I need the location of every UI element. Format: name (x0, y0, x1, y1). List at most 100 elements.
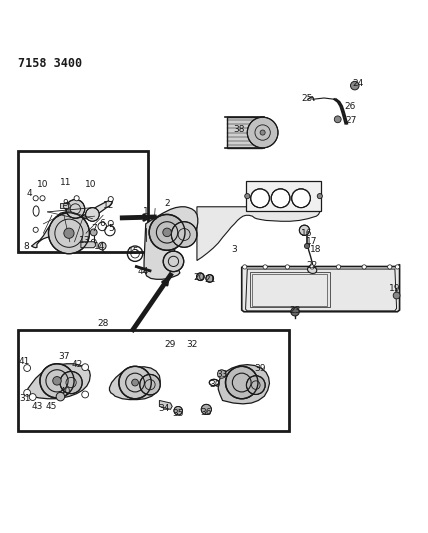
Circle shape (171, 222, 197, 247)
Circle shape (336, 265, 341, 269)
Text: 23: 23 (289, 306, 301, 316)
Circle shape (317, 193, 322, 199)
Circle shape (291, 189, 310, 208)
Text: 8: 8 (24, 241, 29, 251)
Circle shape (64, 228, 74, 238)
Text: 39: 39 (254, 365, 266, 374)
Ellipse shape (33, 206, 39, 216)
Circle shape (247, 117, 278, 148)
Circle shape (56, 392, 65, 401)
Circle shape (108, 197, 113, 201)
Circle shape (388, 265, 392, 269)
Text: 11: 11 (60, 179, 71, 188)
Circle shape (74, 196, 79, 201)
Text: 24: 24 (353, 78, 364, 87)
Circle shape (33, 196, 38, 201)
Circle shape (263, 265, 268, 269)
Circle shape (33, 227, 38, 232)
Text: 7: 7 (91, 224, 97, 233)
Circle shape (245, 193, 250, 199)
Circle shape (82, 391, 89, 398)
Ellipse shape (209, 379, 219, 386)
Text: 28: 28 (98, 319, 109, 328)
Text: 13: 13 (79, 237, 90, 245)
Text: 2: 2 (164, 199, 170, 208)
Polygon shape (31, 200, 113, 248)
Bar (246, 181, 321, 211)
Bar (18, 330, 288, 431)
Circle shape (40, 196, 45, 201)
Bar (253, 274, 327, 306)
Text: 31: 31 (20, 394, 31, 403)
Circle shape (82, 364, 89, 370)
Text: 40: 40 (60, 386, 71, 395)
Text: 18: 18 (310, 245, 321, 254)
Circle shape (334, 116, 341, 123)
Bar (250, 272, 330, 308)
Text: 42: 42 (72, 360, 83, 369)
Circle shape (393, 292, 400, 299)
Circle shape (243, 265, 247, 269)
Bar (227, 117, 262, 148)
Text: 37: 37 (58, 352, 70, 361)
Circle shape (217, 370, 226, 378)
Circle shape (226, 366, 258, 399)
Circle shape (90, 229, 97, 236)
Text: 29: 29 (165, 341, 176, 350)
Text: 10: 10 (86, 180, 97, 189)
Text: 34: 34 (158, 403, 169, 413)
Polygon shape (110, 367, 160, 400)
Circle shape (206, 274, 214, 282)
Text: 32: 32 (186, 341, 197, 350)
Text: 6: 6 (99, 220, 105, 228)
Text: 44: 44 (137, 267, 149, 276)
Circle shape (174, 407, 182, 415)
Circle shape (53, 377, 61, 385)
Circle shape (247, 376, 265, 394)
Text: 30: 30 (209, 379, 220, 389)
Text: 43: 43 (32, 402, 43, 411)
Text: 14: 14 (94, 241, 105, 251)
Circle shape (66, 199, 85, 219)
Circle shape (201, 405, 211, 415)
Circle shape (196, 273, 204, 280)
Text: 16: 16 (301, 229, 313, 238)
Text: 26: 26 (345, 102, 356, 111)
Text: 41: 41 (19, 357, 30, 366)
Circle shape (299, 225, 309, 236)
Text: 15: 15 (128, 247, 140, 256)
Ellipse shape (307, 266, 317, 273)
Text: 33: 33 (216, 370, 227, 379)
Polygon shape (81, 242, 95, 248)
Circle shape (86, 208, 99, 221)
Circle shape (271, 189, 290, 208)
Text: 5: 5 (108, 224, 114, 232)
Circle shape (29, 394, 36, 400)
Circle shape (351, 82, 359, 90)
Circle shape (163, 251, 184, 272)
Text: 1: 1 (143, 207, 149, 215)
Circle shape (119, 366, 151, 399)
Bar (59, 203, 68, 208)
Text: 3: 3 (232, 245, 238, 254)
Text: 10: 10 (37, 180, 48, 189)
Circle shape (132, 379, 139, 386)
Text: 35: 35 (172, 409, 184, 418)
Text: 45: 45 (45, 402, 57, 411)
Circle shape (251, 189, 270, 208)
Circle shape (304, 244, 309, 248)
Circle shape (40, 364, 74, 398)
Text: 21: 21 (204, 275, 215, 284)
Polygon shape (197, 207, 320, 261)
Text: 38: 38 (233, 125, 244, 134)
Text: 12: 12 (104, 200, 115, 209)
Polygon shape (218, 365, 270, 404)
Text: 36: 36 (201, 408, 212, 417)
Text: 17: 17 (306, 237, 318, 246)
Text: 25: 25 (301, 94, 313, 103)
Text: 22: 22 (306, 261, 318, 270)
Bar (18, 151, 148, 252)
Circle shape (163, 228, 171, 237)
Circle shape (310, 265, 314, 269)
Circle shape (48, 213, 89, 254)
